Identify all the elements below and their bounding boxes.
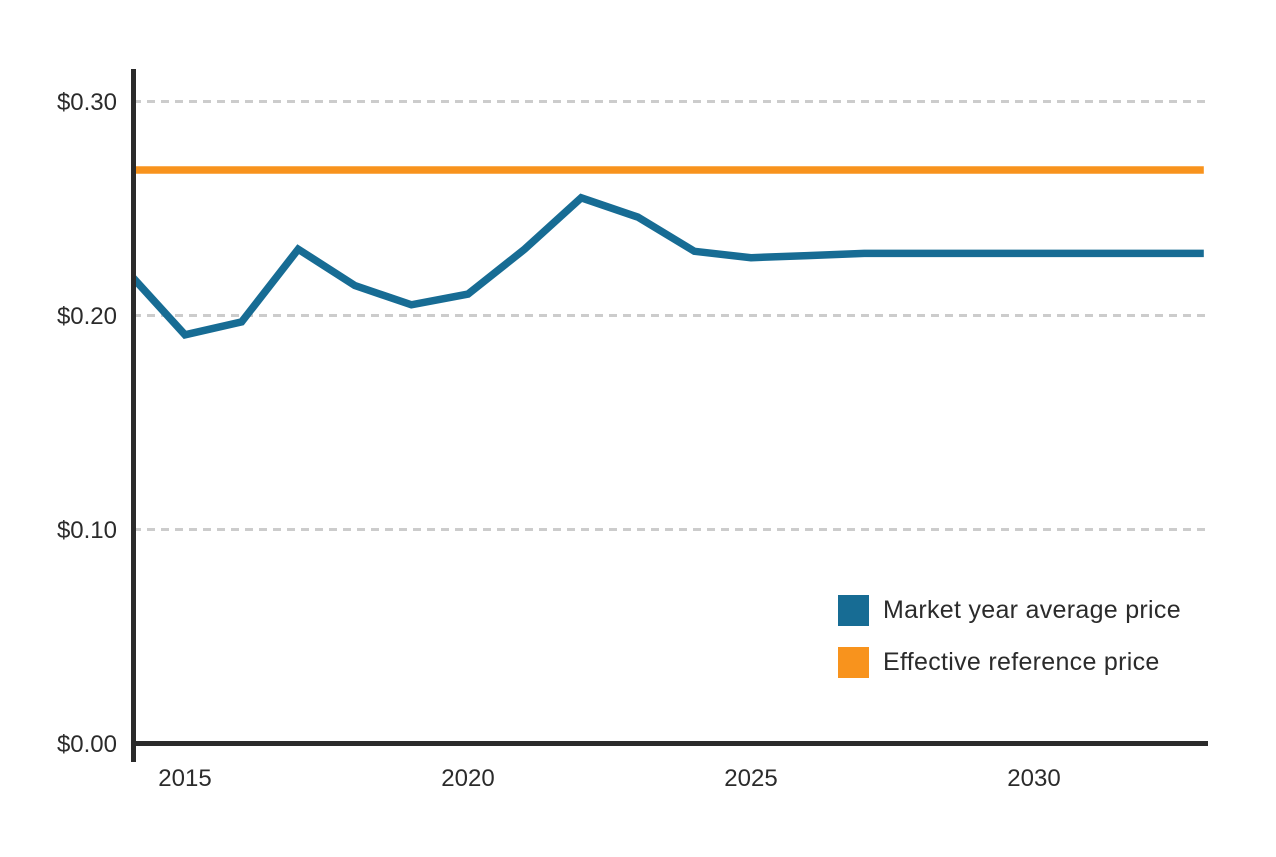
y-tick-label--0-10: $0.10	[57, 517, 117, 544]
series-line-market-year-average-price	[133, 193, 1204, 339]
x-axis-labels: 2015 2020 2025 2030	[158, 765, 1060, 792]
gridlines	[133, 100, 1205, 531]
y-tick-label--0-00: $0.00	[57, 731, 117, 758]
y-tick-label--0-30: $0.30	[57, 89, 117, 116]
series-lines	[133, 166, 1204, 339]
x-tick-label-2030: 2030	[1007, 765, 1060, 792]
legend-label-market-year-average-price: Market year average price	[883, 596, 1181, 624]
x-tick-label-2025: 2025	[724, 765, 777, 792]
legend-swatch-market-year-average-price	[838, 595, 869, 626]
x-tick-label-2020: 2020	[441, 765, 494, 792]
y-axis-labels: $0.30 $0.20 $0.10 $0.00	[57, 89, 117, 758]
legend-item-market-year-average-price: Market year average price	[838, 595, 1181, 626]
legend-swatch-effective-reference-price	[838, 647, 869, 678]
y-tick-label--0-20: $0.20	[57, 303, 117, 330]
legend-label-effective-reference-price: Effective reference price	[883, 648, 1160, 676]
legend: Market year average price Effective refe…	[838, 595, 1181, 678]
legend-item-effective-reference-price: Effective reference price	[838, 647, 1181, 678]
x-tick-label-2015: 2015	[158, 765, 211, 792]
